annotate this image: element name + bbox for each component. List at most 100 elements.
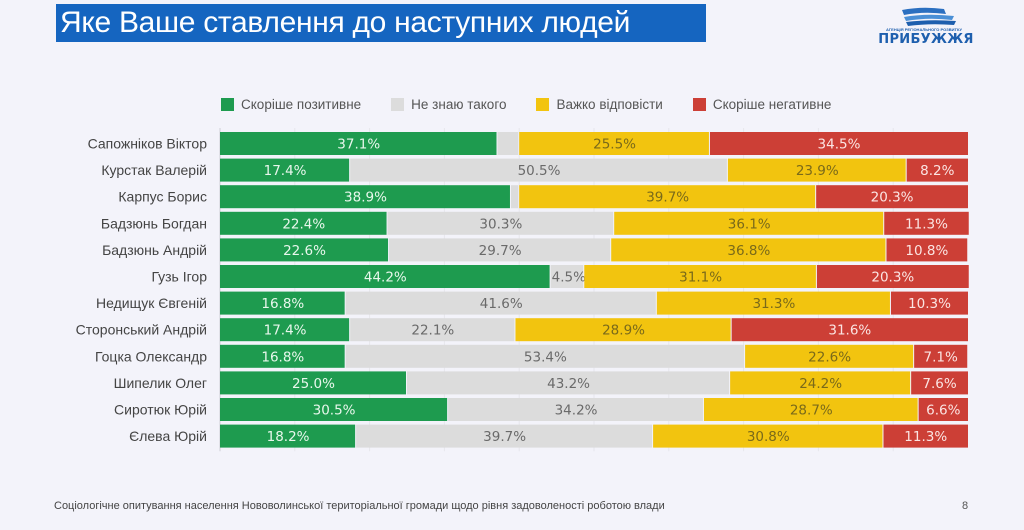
bar-segment (730, 371, 911, 395)
bar-segment (614, 211, 884, 235)
chart-legend: Скоріше позитивне Не знаю такого Важко в… (221, 96, 861, 112)
logo-tagline: АГЕНЦІЯ РЕГІОНАЛЬНОГО РОЗВИТКУ (886, 27, 962, 32)
data-label: 44.2% (364, 270, 407, 286)
data-label: 7.6% (922, 376, 956, 392)
data-label: 28.7% (790, 403, 833, 419)
stacked-bar-chart: Сапожніков Віктор 37.1% 25.5% 34.5% Курстак … (76, 128, 969, 452)
bar-row: Шипелик Олег 25.0% 43.2% 24.2% 7.6% (114, 371, 968, 395)
bar-row: Гоцка Олександр 16.8% 53.4% 22.6% 7.1% (95, 344, 968, 368)
bar-row: Сторонський Андрій 17.4% 22.1% 28.9% 31.6% (76, 318, 968, 342)
logo-brand: ПРИБУЖЖЯ (878, 32, 974, 47)
legend-item-hard: Важко відповісти (536, 97, 663, 112)
legend-swatch-negative (692, 97, 706, 111)
bar-segment (350, 318, 515, 342)
bar-segment (510, 185, 519, 209)
data-label: 16.8% (261, 349, 304, 365)
data-label: 38.9% (344, 190, 387, 206)
bar-segment (550, 265, 584, 288)
bar-row: Бадзюнь Андрій 22.6% 29.7% 36.8% 10.8% (102, 238, 968, 262)
data-label: 43.2% (547, 376, 590, 392)
legend-swatch-positive (221, 97, 234, 111)
bar-segment (448, 398, 703, 421)
bar-segment (220, 158, 350, 182)
data-label: 6.6% (926, 403, 960, 419)
category-label: Сиротюк Юрій (114, 402, 207, 418)
data-label: 8.2% (920, 163, 954, 179)
bar-row: Карпус Борис 38.9% 39.7% 20.3% (118, 185, 968, 209)
bar-segment (914, 344, 968, 368)
bar-segment (220, 424, 356, 448)
data-label: 17.4% (264, 323, 307, 339)
bar-segment (220, 211, 387, 235)
bar-segment (703, 398, 918, 421)
bar-segment (220, 371, 406, 395)
bar-row: Єлева Юрій 18.2% 39.7% 30.8% 11.3% (129, 424, 968, 448)
bar-segment (387, 211, 614, 235)
data-label: 39.7% (646, 190, 689, 206)
category-label: Бадзюнь Андрій (102, 242, 207, 258)
category-label: Гузь Ігор (151, 269, 207, 285)
data-label: 36.1% (728, 216, 771, 232)
legend-label-unknown: Не знаю такого (411, 96, 507, 112)
bar-segment (220, 132, 497, 155)
data-label: 11.3% (904, 429, 947, 445)
category-label: Єлева Юрій (129, 428, 207, 444)
data-label: 41.6% (480, 296, 523, 312)
legend-label-positive: Скоріше позитивне (241, 96, 362, 112)
data-label: 17.4% (264, 163, 307, 179)
bar-segment (345, 344, 745, 368)
legend-swatch-hard (536, 97, 550, 111)
page-number: 8 (962, 500, 969, 512)
bar-segment (886, 238, 968, 262)
data-label: 22.1% (411, 323, 454, 339)
bar-segment (220, 344, 345, 368)
bar-segment (350, 158, 727, 182)
data-label: 53.4% (524, 349, 567, 365)
bar-segment (816, 265, 969, 288)
bar-segment (653, 424, 883, 448)
data-label: 22.6% (808, 349, 851, 365)
page-title: Яке Ваше ставлення до наступних людей (56, 4, 706, 42)
category-label: Шипелик Олег (114, 375, 207, 391)
bar-segment (731, 318, 968, 342)
bar-segment (911, 371, 968, 395)
data-label: 24.2% (799, 376, 842, 392)
data-label: 30.5% (313, 403, 356, 419)
data-label: 22.4% (282, 216, 325, 232)
legend-item-negative: Скоріше негативне (692, 97, 831, 112)
data-label: 4.5% (552, 270, 586, 286)
category-label: Карпус Борис (118, 189, 207, 205)
bar-row: Сапожніков Віктор 37.1% 25.5% 34.5% (88, 132, 968, 155)
data-label: 31.6% (828, 323, 871, 339)
data-label: 10.3% (908, 296, 951, 312)
category-label: Сторонський Андрій (76, 322, 207, 338)
bar-segment (220, 265, 550, 288)
bar-segment (220, 185, 510, 209)
legend-swatch-unknown (391, 97, 405, 111)
bar-segment (497, 132, 519, 155)
data-label: 37.1% (337, 137, 380, 153)
bar-segment (356, 424, 653, 448)
data-label: 39.7% (483, 429, 526, 445)
bar-segment (220, 398, 448, 421)
bar-segment (584, 265, 816, 288)
bar-segment (611, 238, 886, 262)
data-label: 31.3% (752, 296, 795, 312)
bar-row: Курстак Валерій 17.4% 50.5% 23.9% 8.2% (101, 158, 968, 182)
bar-segment (389, 238, 611, 262)
data-label: 11.3% (905, 216, 948, 232)
legend-item-positive: Скоріше позитивне (221, 97, 361, 112)
category-label: Гоцка Олександр (95, 348, 207, 364)
data-label: 30.3% (479, 216, 522, 232)
bar-segment (656, 291, 890, 315)
bar-segment (407, 371, 730, 395)
footer-text: Соціологічне опитування населення Новово… (54, 500, 665, 512)
legend-item-unknown: Не знаю такого (391, 97, 506, 112)
agency-logo: АГЕНЦІЯ РЕГІОНАЛЬНОГО РОЗВИТКУ ПРИБУЖЖЯ (874, 6, 974, 48)
data-label: 7.1% (924, 349, 958, 365)
category-label: Недищук Євгеній (96, 295, 207, 311)
data-label: 18.2% (267, 429, 310, 445)
data-label: 50.5% (518, 163, 561, 179)
data-label: 29.7% (479, 243, 522, 259)
bar-row: Сиротюк Юрій 30.5% 34.2% 28.7% 6.6% (114, 398, 968, 421)
